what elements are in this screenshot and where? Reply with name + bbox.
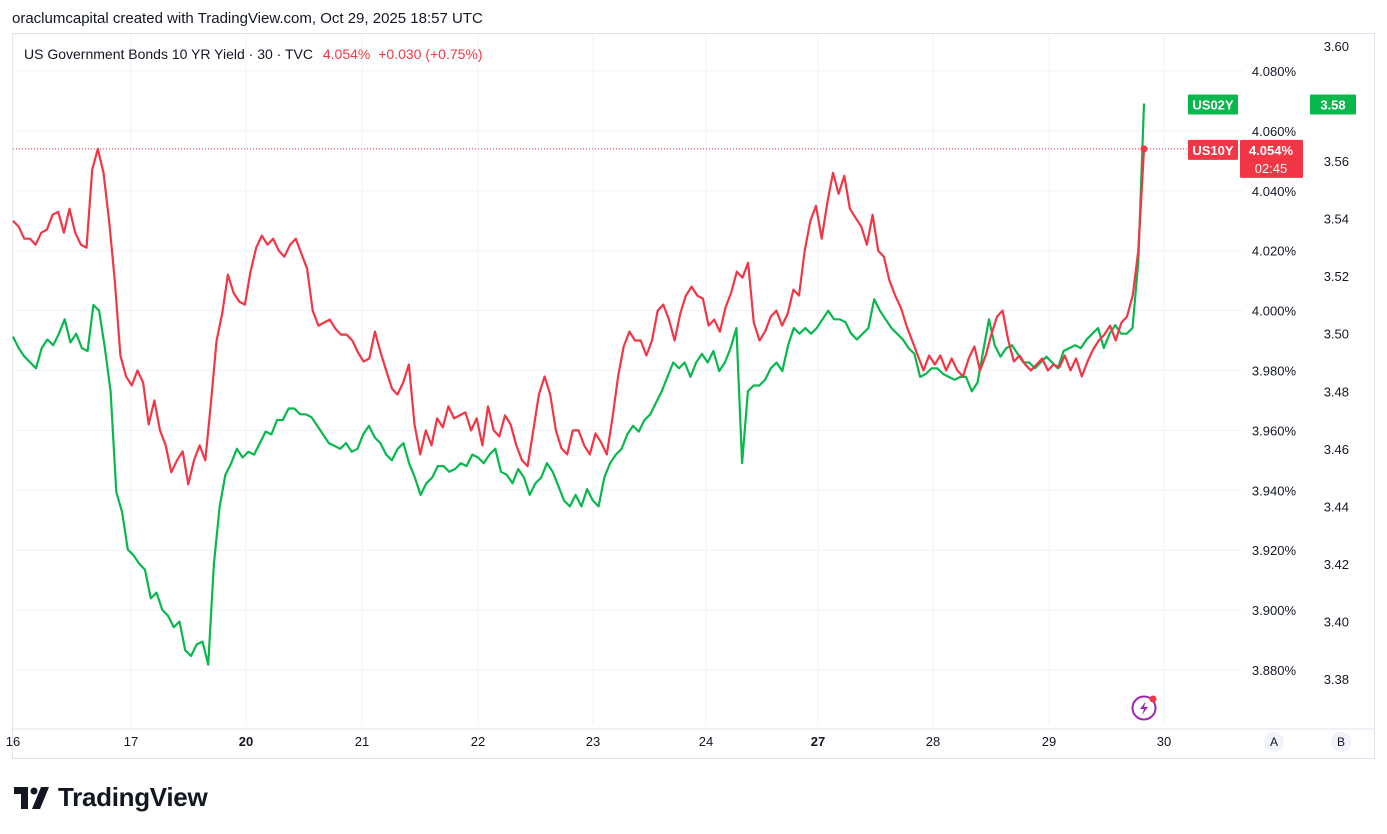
right-axis-tick: 3.56 xyxy=(1324,154,1349,169)
right-axis-tick: 3.60 xyxy=(1324,39,1349,54)
us02y-value-badge-bg xyxy=(1310,94,1356,115)
right-axis-tick: 3.48 xyxy=(1324,384,1349,399)
legend-price: 4.054% xyxy=(322,46,371,62)
x-axis-tick: 30 xyxy=(1157,734,1171,749)
left-axis-tick: 4.040% xyxy=(1252,184,1297,199)
us10y-countdown: 02:45 xyxy=(1255,161,1288,176)
x-axis-tick: 27 xyxy=(811,734,825,749)
tradingview-logo-text: TradingView xyxy=(58,782,208,812)
left-axis-tick: 4.000% xyxy=(1252,304,1297,319)
right-axis-tick: 3.40 xyxy=(1324,614,1349,629)
right-axis-tick: 3.42 xyxy=(1324,557,1349,572)
us02y-name-badge-bg xyxy=(1188,94,1238,115)
us10y-line xyxy=(12,147,1146,486)
tradingview-logo-icon xyxy=(14,786,49,809)
us10y-value-badge: 4.054% xyxy=(1249,143,1294,158)
left-axis-tick: 3.980% xyxy=(1252,364,1297,379)
right-axis-tick: 3.52 xyxy=(1324,269,1349,284)
x-axis-tick: 23 xyxy=(586,734,600,749)
right-axis-tick: 3.44 xyxy=(1324,499,1349,514)
left-axis-tick: 4.060% xyxy=(1252,124,1297,139)
legend-change: +0.030 (+0.75%) xyxy=(378,46,483,62)
x-axis-tick: 16 xyxy=(6,734,20,749)
us10y-name-badge-bg xyxy=(1188,139,1238,160)
x-axis-tick: 28 xyxy=(926,734,940,749)
x-axis-tick: 17 xyxy=(124,734,138,749)
alert-icon[interactable] xyxy=(1128,692,1160,724)
left-axis-tick: 3.920% xyxy=(1252,543,1297,558)
x-axis-tick: 29 xyxy=(1042,734,1056,749)
left-axis-tick: 3.960% xyxy=(1252,423,1297,438)
us02y-line xyxy=(12,103,1146,666)
left-axis-tick: 4.020% xyxy=(1252,244,1297,259)
us10y-value-badge-bg xyxy=(1240,139,1303,178)
us10y-name-badge: US10Y xyxy=(1192,143,1234,158)
x-axis-tick: 20 xyxy=(239,734,253,749)
symbol-description: US Government Bonds 10 YR Yield · 30 · T… xyxy=(24,46,313,62)
x-axis-tick: 21 xyxy=(355,734,369,749)
us02y-value-badge: 3.58 xyxy=(1320,98,1345,113)
chart-header: oraclumcapital created with TradingView.… xyxy=(12,10,483,27)
auto-scale-button[interactable]: A xyxy=(1264,732,1284,752)
symbol-legend[interactable]: US Government Bonds 10 YR Yield · 30 · T… xyxy=(24,46,483,62)
left-axis-tick: 4.080% xyxy=(1252,64,1297,79)
us02y-name-badge: US02Y xyxy=(1192,98,1234,113)
left-axis-tick: 3.880% xyxy=(1252,663,1297,678)
right-axis-tick: 3.50 xyxy=(1324,327,1349,342)
us10y-last-point xyxy=(1140,145,1148,153)
left-axis-tick: 3.940% xyxy=(1252,483,1297,498)
x-axis-tick: 24 xyxy=(699,734,713,749)
right-axis-tick: 3.38 xyxy=(1324,672,1349,687)
left-axis-tick: 3.900% xyxy=(1252,603,1297,618)
log-scale-button[interactable]: B xyxy=(1331,732,1351,752)
x-axis-tick: 22 xyxy=(471,734,485,749)
right-axis-tick: 3.54 xyxy=(1324,212,1349,227)
tradingview-logo[interactable]: TradingView xyxy=(14,782,208,813)
right-axis-tick: 3.46 xyxy=(1324,442,1349,457)
